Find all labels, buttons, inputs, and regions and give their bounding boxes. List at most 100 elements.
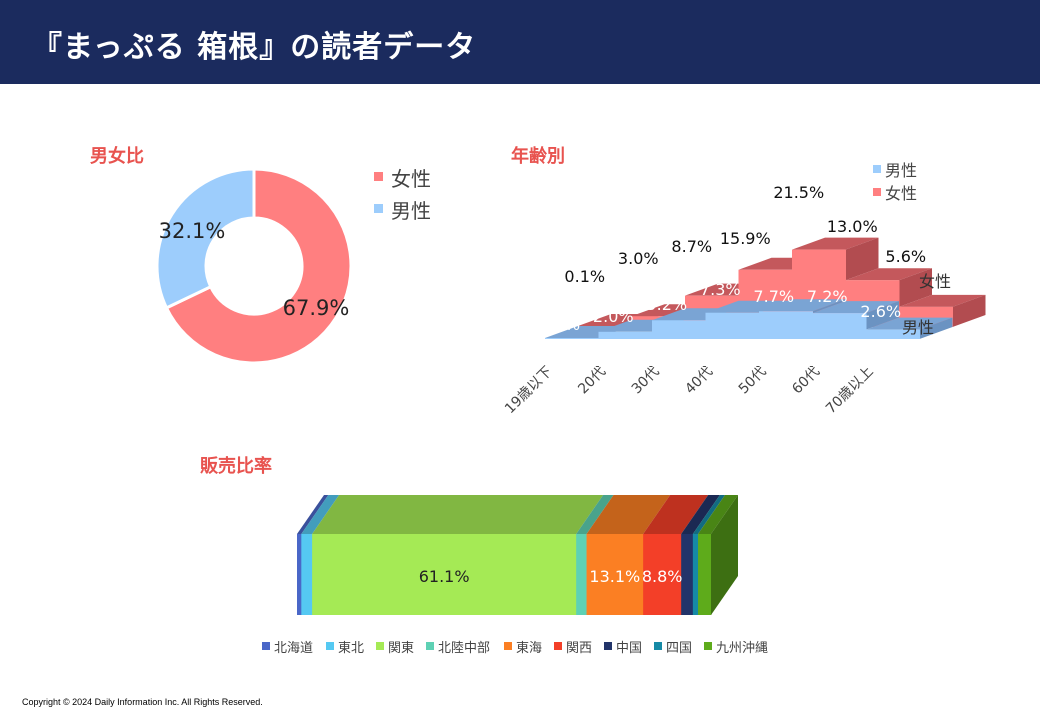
- copyright-text: Copyright © 2024 Daily Information Inc. …: [22, 697, 263, 707]
- gender-chart-title: 男女比: [90, 146, 144, 167]
- age-female-label-4: 21.5%: [773, 183, 824, 202]
- area-side-5: [866, 301, 899, 330]
- age-tick-label-1: 20代: [575, 364, 609, 398]
- region-bar-5: [643, 534, 682, 615]
- region-legend-label-3: 北陸中部: [438, 640, 490, 656]
- region-legend-swatch-0: [262, 642, 270, 650]
- donut-label-female: 67.9%: [283, 296, 350, 320]
- age-male-label-6: 2.6%: [860, 302, 901, 321]
- region-bar-4: [586, 534, 644, 615]
- region-legend-swatch-8: [704, 642, 712, 650]
- age-male-label-2: 5.2%: [646, 295, 687, 314]
- region-legend-swatch-5: [554, 642, 562, 650]
- region-bar-1: [301, 534, 313, 615]
- legend-swatch-male: [374, 204, 383, 213]
- region-legend-label-8: 九州沖縄: [716, 641, 768, 656]
- age-tick-label-4: 50代: [736, 364, 770, 398]
- age-male-label-5: 7.2%: [807, 287, 848, 306]
- area-front-5: [812, 313, 867, 339]
- area-front-4: [759, 311, 813, 339]
- region-legend-swatch-3: [426, 642, 434, 650]
- region-top-2: [312, 495, 604, 534]
- area-side-6: [952, 294, 986, 327]
- area-top-6: [899, 294, 986, 307]
- age-male-label-0: 0.1%: [539, 315, 580, 334]
- region-bar-3: [576, 534, 587, 615]
- region-3d-stacked-bar: 61.1% 13.1% 8.8% 北海道 東北 関東 北陸中部 東海 関西 中国 四国 九州沖縄: [262, 495, 768, 656]
- region-top-3: [576, 495, 614, 534]
- area-side-5: [899, 268, 932, 307]
- legend-swatch-female: [374, 172, 383, 181]
- region-top-5: [643, 495, 709, 534]
- region-bar-0: [297, 534, 302, 615]
- region-value-label-5: 8.8%: [642, 567, 683, 586]
- region-legend-swatch-1: [326, 642, 334, 650]
- age-female-label-6: 5.6%: [885, 247, 926, 266]
- age-female-label-5: 13.0%: [827, 217, 878, 236]
- page-title: 『まっぷる 箱根』の読者データ: [32, 30, 477, 65]
- region-top-8: [698, 495, 738, 534]
- region-top-6: [681, 495, 720, 534]
- area-side-4: [845, 237, 879, 281]
- region-end-face: [711, 495, 738, 615]
- region-legend-label-2: 関東: [388, 640, 414, 656]
- age-male-row: [545, 299, 953, 339]
- area-top-6: [866, 317, 953, 330]
- age-tick-label-5: 60代: [789, 364, 823, 398]
- area-top-5: [812, 301, 899, 314]
- age-tick-label-2: 30代: [629, 364, 663, 398]
- region-bar-6: [681, 534, 694, 615]
- legend-label-male: 男性: [391, 199, 431, 223]
- age-3d-area-chart: 0.1% 3.0% 8.7% 15.9% 21.5%13.0% 5.6% 0.1% 2.0% 5…: [502, 161, 986, 417]
- area-front-0: [545, 338, 599, 339]
- region-legend-swatch-4: [504, 642, 512, 650]
- area-top-3: [705, 300, 792, 313]
- header-bar: 『まっぷる 箱根』の読者データ: [0, 0, 1040, 84]
- area-top-5: [845, 268, 932, 281]
- age-male-label-3: 7.3%: [700, 280, 741, 299]
- donut-slice-male: [155, 167, 256, 310]
- region-legend-swatch-7: [654, 642, 662, 650]
- age-female-label-2: 8.7%: [671, 237, 712, 256]
- region-legend-label-1: 東北: [338, 640, 364, 656]
- region-top-1: [301, 495, 340, 534]
- age-row-label-male: 男性: [902, 318, 934, 337]
- region-legend-swatch-2: [376, 642, 384, 650]
- age-female-label-1: 3.0%: [618, 249, 659, 268]
- region-bar-2: [312, 534, 577, 615]
- age-chart-title: 年齢別: [511, 146, 565, 167]
- region-chart-title: 販売比率: [200, 456, 272, 477]
- age-legend-swatch-0: [873, 165, 881, 173]
- legend-label-female: 女性: [391, 167, 431, 191]
- region-legend-label-5: 関西: [566, 641, 592, 656]
- region-value-label-2: 61.1%: [419, 567, 470, 586]
- age-tick-label-3: 40代: [682, 364, 716, 398]
- area-front-3: [705, 312, 760, 339]
- area-side-6: [919, 317, 953, 339]
- region-bar-7: [692, 534, 699, 615]
- age-legend-label-1: 女性: [885, 184, 917, 203]
- age-male-label-1: 2.0%: [593, 307, 634, 326]
- region-legend-label-4: 東海: [516, 640, 542, 656]
- region-top-0: [297, 495, 329, 534]
- region-legend-label-0: 北海道: [274, 641, 313, 656]
- age-tick-label-6: 70歳以上: [823, 364, 877, 418]
- region-top-7: [692, 495, 726, 534]
- region-legend-label-6: 中国: [616, 641, 642, 656]
- donut-slice-female: [164, 167, 353, 365]
- area-top-4: [792, 237, 879, 250]
- age-female-label-3: 15.9%: [720, 229, 771, 248]
- area-side-4: [812, 299, 846, 314]
- region-value-label-4: 13.1%: [589, 567, 640, 586]
- region-bar-8: [698, 534, 712, 615]
- region-legend-swatch-6: [604, 642, 612, 650]
- area-front-6: [866, 329, 920, 339]
- age-male-label-4: 7.7%: [753, 287, 794, 306]
- age-row-label-female: 女性: [919, 272, 951, 291]
- area-top-4: [759, 299, 846, 312]
- age-tick-label-0: 19歳以下: [502, 364, 556, 418]
- age-legend-swatch-1: [873, 188, 881, 196]
- donut-label-male: 32.1%: [159, 219, 226, 243]
